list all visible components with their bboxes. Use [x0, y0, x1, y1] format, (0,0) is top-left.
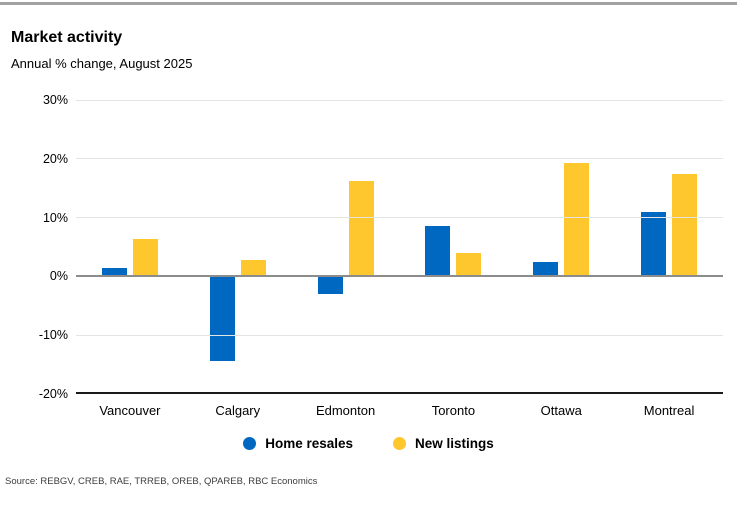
- plot-area: [76, 100, 723, 394]
- y-axis: 30% 20% 10% 0% -10% -20%: [0, 93, 68, 401]
- bar-new-listings-vancouver: [132, 239, 158, 277]
- chart-subtitle: Annual % change, August 2025: [11, 56, 193, 71]
- bar-home-resales-edmonton: [317, 277, 343, 295]
- bar-home-resales-ottawa: [533, 261, 559, 277]
- bar-home-resales-toronto: [425, 225, 451, 277]
- bar-groups: [76, 100, 723, 394]
- y-tick-label-20: 20%: [42, 151, 68, 166]
- y-tick-label--20: -20%: [38, 387, 68, 401]
- legend-label-new-listings: New listings: [415, 436, 494, 451]
- bar-home-resales-montreal: [641, 212, 667, 277]
- y-tick-label-0: 0%: [49, 269, 68, 284]
- bar-new-listings-toronto: [456, 252, 482, 277]
- x-axis-label-calgary: Calgary: [215, 403, 261, 418]
- bar-home-resales-vancouver: [101, 267, 127, 277]
- bar-group-calgary: [184, 100, 292, 394]
- legend-label-home-resales: Home resales: [265, 436, 354, 451]
- bar-group-montreal: [615, 100, 723, 394]
- x-axis-label-vancouver: Vancouver: [99, 403, 161, 418]
- bar-group-toronto: [399, 100, 507, 394]
- x-axis-label-toronto: Toronto: [431, 403, 476, 418]
- legend-item-new-listings: New listings: [393, 436, 494, 451]
- x-axis-label-montreal: Montreal: [643, 403, 695, 418]
- y-tick-label-10: 10%: [42, 210, 68, 225]
- gridline--20: [76, 392, 723, 394]
- y-tick-label-30: 30%: [42, 93, 68, 107]
- home-resales-swatch-icon: [243, 437, 257, 450]
- x-axis-label-ottawa: Ottawa: [540, 403, 582, 418]
- gridline--10: [76, 334, 723, 336]
- x-axis-label-edmonton: Edmonton: [315, 403, 376, 418]
- bar-new-listings-edmonton: [348, 181, 374, 277]
- gridline-0: [76, 275, 723, 278]
- bar-new-listings-calgary: [240, 259, 266, 277]
- legend: Home resales New listings: [0, 436, 737, 451]
- bar-new-listings-ottawa: [564, 162, 590, 277]
- bar-group-edmonton: [292, 100, 400, 394]
- gridline-30: [76, 100, 723, 101]
- new-listings-swatch-icon: [393, 437, 407, 450]
- legend-item-home-resales: Home resales: [243, 436, 353, 451]
- top-divider: [0, 2, 737, 5]
- chart-title: Market activity: [11, 29, 123, 46]
- gridline-10: [76, 217, 723, 219]
- bar-group-ottawa: [507, 100, 615, 394]
- bar-home-resales-calgary: [209, 277, 235, 362]
- y-tick-label--10: -10%: [38, 328, 68, 343]
- x-axis-labels: Vancouver Calgary Edmonton Toronto Ottawa Mon…: [76, 403, 723, 418]
- source-note: Source: REBGV, CREB, RAE, TRREB, OREB, Q…: [5, 476, 318, 487]
- bar-new-listings-montreal: [672, 174, 698, 277]
- gridline-20: [76, 158, 723, 160]
- bar-group-vancouver: [76, 100, 184, 394]
